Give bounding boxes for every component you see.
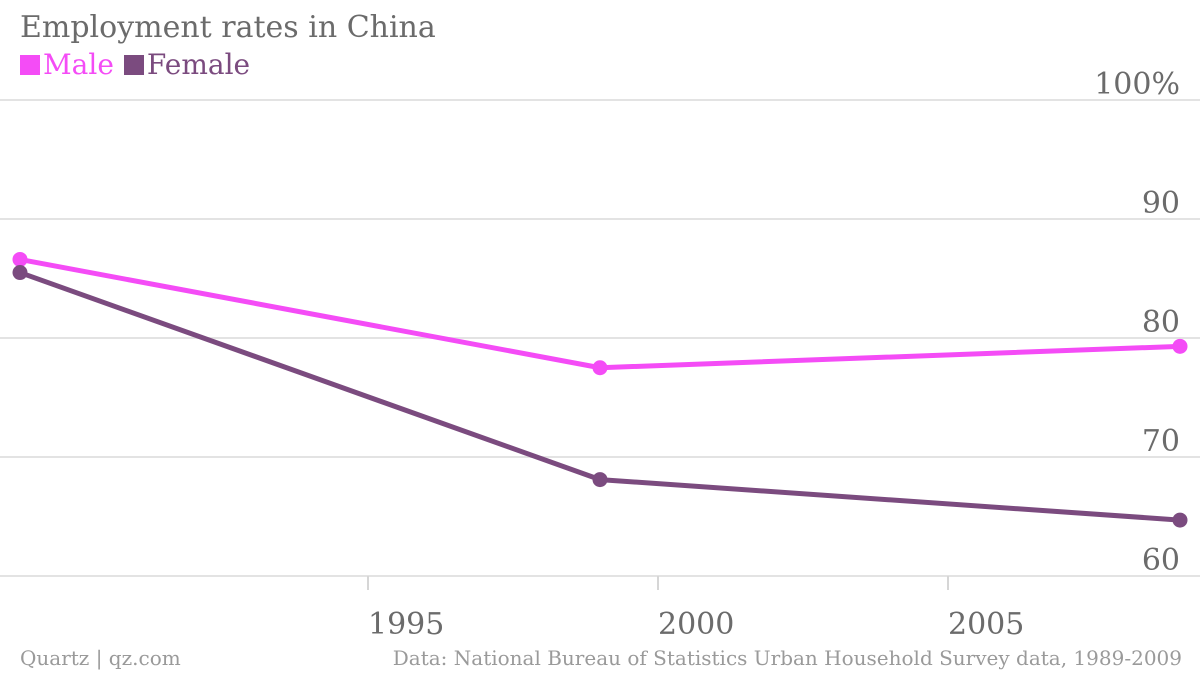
x-tick-label-1995: 1995	[368, 607, 444, 642]
legend-item-male: Male	[20, 48, 114, 81]
data-point-female-1999	[592, 472, 608, 488]
x-tick-label-2005: 2005	[948, 607, 1024, 642]
legend-label-male: Male	[43, 48, 114, 81]
y-tick-label-60: 60	[1142, 543, 1180, 578]
x-tick-label-2000: 2000	[658, 607, 734, 642]
legend-item-female: Female	[123, 48, 251, 81]
legend-swatch-male	[20, 55, 40, 76]
chart-title: Employment rates in China	[20, 10, 436, 45]
data-point-male-2009	[1172, 338, 1188, 354]
data-point-male-1989	[12, 251, 28, 267]
y-tick-label-70: 70	[1142, 424, 1180, 459]
legend: Male Female	[20, 48, 251, 81]
legend-label-female: Female	[146, 48, 251, 81]
data-point-male-1999	[592, 360, 608, 376]
y-tick-label-100: 100%	[1094, 67, 1180, 102]
y-tick-label-80: 80	[1142, 305, 1180, 340]
source-credit: Quartz | qz.com	[20, 646, 181, 670]
legend-swatch-female	[123, 55, 144, 76]
data-point-female-1989	[12, 265, 28, 281]
data-point-female-2009	[1172, 512, 1188, 528]
series-line-male	[17, 256, 1183, 371]
y-tick-label-90: 90	[1142, 186, 1180, 221]
data-source-note: Data: National Bureau of Statistics Urba…	[392, 646, 1182, 670]
